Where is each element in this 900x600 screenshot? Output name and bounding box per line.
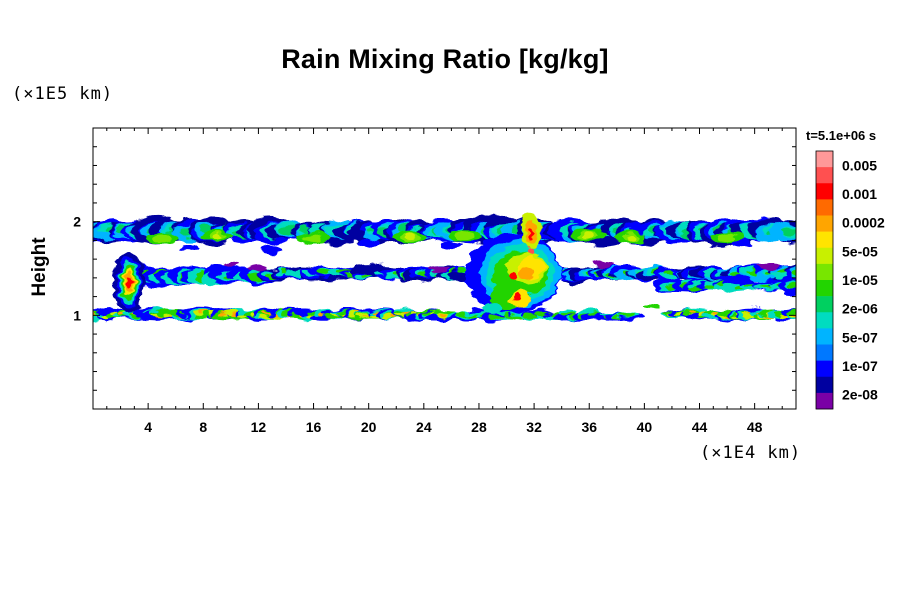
colorbar-swatch — [816, 151, 833, 168]
middle-band-cell — [427, 265, 448, 272]
colorbar-label: 0.0002 — [842, 215, 885, 231]
upper-band-cell — [405, 232, 416, 239]
x-tick-label: 44 — [692, 419, 708, 435]
y-tick-label: 2 — [73, 214, 81, 230]
colorbar-swatch — [816, 263, 833, 281]
x-tick-label: 20 — [361, 419, 377, 435]
upper-band-cell — [456, 230, 475, 239]
colorbar-label: 5e-05 — [842, 243, 878, 259]
colorbar-label: 1e-07 — [842, 358, 878, 374]
y-tick-label: 1 — [73, 307, 81, 323]
x-tick-label: 8 — [199, 419, 207, 435]
x-unit-note: (×1E4 km) — [700, 443, 802, 463]
middle-band-cell — [248, 265, 269, 272]
colorbar-swatch — [816, 360, 833, 378]
colorbar-swatch — [816, 328, 833, 345]
middle-band-cell — [704, 284, 717, 290]
chart-title: Rain Mixing Ratio [kg/kg] — [281, 44, 609, 74]
central-core-cell — [482, 301, 503, 314]
colorbar-swatch — [816, 215, 833, 232]
low-band-cell — [118, 312, 126, 316]
colorbar-label: 1e-05 — [842, 272, 878, 288]
upper-band-cell — [730, 240, 751, 249]
upper-band-cell — [304, 234, 323, 243]
upper-band-cell — [152, 234, 171, 243]
upper-band-cell — [212, 233, 223, 240]
colorbar-swatch — [816, 183, 833, 200]
low-band-cell — [441, 313, 448, 317]
middle-band-cell — [787, 282, 796, 289]
central-core-cell — [513, 292, 522, 301]
low-band-cell — [688, 310, 695, 314]
x-tick-label: 32 — [526, 419, 542, 435]
x-tick-label: 36 — [581, 419, 597, 435]
low-band-cell — [262, 311, 271, 315]
colorbar-swatch — [816, 280, 833, 297]
colorbar-swatch — [816, 247, 833, 265]
low-band-cell — [711, 311, 718, 315]
upper-band-cell — [780, 227, 796, 236]
left-core-cell — [125, 276, 132, 289]
colorbar-swatch — [816, 312, 833, 329]
upper-band-cell — [262, 245, 283, 254]
middle-band-cell — [220, 260, 241, 267]
colorbar-swatch — [816, 376, 833, 394]
upper-band-cell — [441, 241, 462, 250]
colorbar-label: 2e-06 — [842, 301, 878, 317]
x-tick-label: 4 — [144, 419, 152, 435]
x-tick-label: 12 — [251, 419, 267, 435]
upper-band-cell — [718, 233, 737, 242]
x-tick-label: 48 — [747, 419, 763, 435]
colorbar-swatch — [816, 344, 833, 361]
upper-band-cell — [358, 239, 379, 248]
low-band-cell — [643, 302, 660, 309]
x-tick-label: 24 — [416, 419, 432, 435]
low-band-cell — [507, 314, 526, 320]
upper-band-cell — [584, 231, 595, 238]
colorbar: 0.005 0.001 0.0002 5e-05 1e-05 2e-06 5e-07 1e-0… — [815, 150, 885, 410]
x-tick-label: 28 — [471, 419, 487, 435]
upper-band-cell — [625, 235, 636, 242]
colorbar-swatch — [816, 392, 833, 410]
middle-band-cell — [593, 260, 614, 267]
colorbar-swatch — [816, 231, 833, 249]
upper-band-cell — [179, 243, 200, 252]
colorbar-swatch — [816, 296, 833, 313]
middle-band-cell — [772, 271, 788, 279]
low-band-cell — [382, 314, 394, 319]
colorbar-swatch — [816, 199, 833, 216]
time-label: t=5.1e+06 s — [806, 128, 877, 143]
colorbar-label: 5e-07 — [842, 329, 878, 345]
field-layer — [93, 213, 796, 323]
central-core-cell — [519, 266, 536, 281]
central-core-cell — [509, 271, 518, 280]
central-core-cell — [528, 248, 535, 255]
middle-band-cell — [789, 271, 796, 276]
x-tick-label: 16 — [306, 419, 322, 435]
x-tick-label: 40 — [637, 419, 653, 435]
central-core-cell — [529, 228, 534, 241]
colorbar-label: 0.005 — [842, 157, 877, 173]
y-unit-note: (×1E5 km) — [12, 84, 114, 104]
middle-band-cell — [663, 269, 676, 275]
colorbar-swatch — [816, 167, 833, 184]
low-band-cell — [618, 312, 636, 317]
colorbar-label: 2e-08 — [842, 387, 878, 403]
colorbar-frame — [815, 150, 834, 410]
middle-band-cell — [758, 263, 779, 270]
low-band-cell — [219, 313, 227, 316]
colorbar-label: 0.001 — [842, 186, 877, 202]
low-band-cell — [259, 314, 274, 318]
plot-frame — [92, 127, 797, 410]
